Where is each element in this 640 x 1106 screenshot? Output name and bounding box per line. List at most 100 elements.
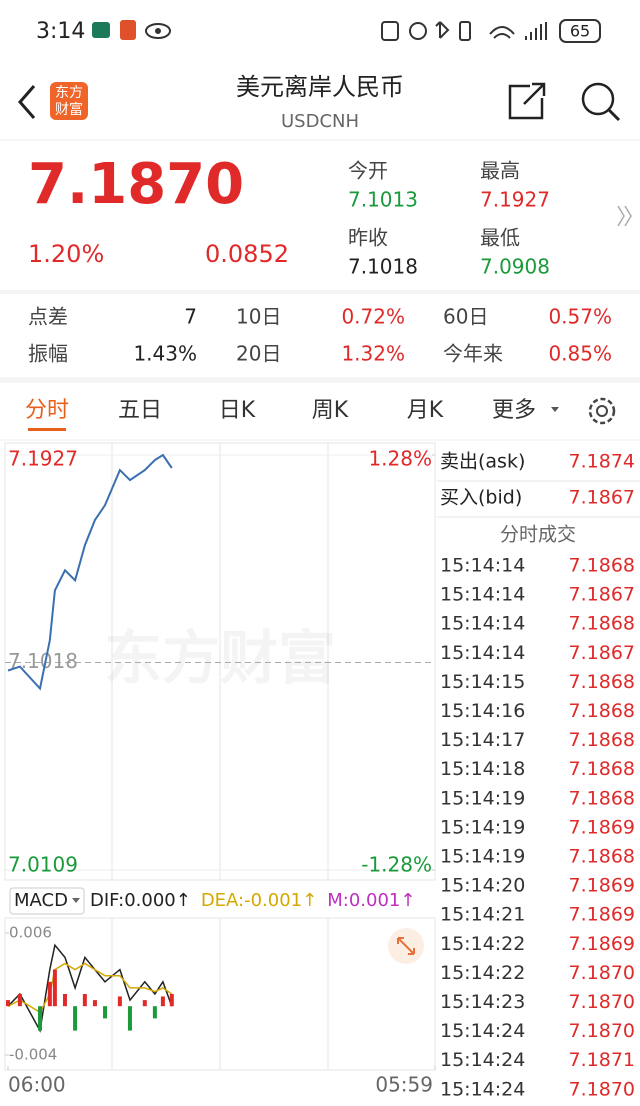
macd-line: [7, 962, 173, 1014]
tab[interactable]: 分时: [25, 398, 69, 423]
trade-price: 7.1868: [569, 787, 635, 809]
trade-time: 15:14:24: [440, 1049, 525, 1071]
trade-time: 15:14:14: [440, 584, 525, 606]
trade-price: 7.1869: [569, 875, 635, 897]
trade-price: 7.1870: [569, 991, 635, 1013]
tab-indicator: [28, 428, 66, 431]
field-value: 7.1927: [480, 188, 550, 212]
trade-price: 7.1868: [569, 613, 635, 635]
title: 美元离岸人民币: [236, 73, 404, 101]
trade-price: 7.1869: [569, 933, 635, 955]
share-button[interactable]: [508, 82, 546, 120]
trade-time: 15:14:15: [440, 671, 525, 693]
y-tick-label: 0.006: [9, 924, 52, 942]
trade-time: 15:14:24: [440, 1078, 525, 1100]
indicator-name[interactable]: MACD: [14, 890, 68, 911]
clock: 3:14: [36, 19, 85, 44]
trade-price: 7.1867: [569, 584, 635, 606]
trade-price: 7.1868: [569, 729, 635, 751]
field-value: 7.1013: [348, 188, 418, 212]
tab[interactable]: 月K: [407, 398, 444, 423]
trade-price: 7.1867: [569, 642, 635, 664]
macd-bar: [142, 1000, 147, 1007]
trade-time: 15:14:16: [440, 700, 525, 722]
legend-entry: DEA:-0.001↑: [201, 890, 317, 911]
eye-icon: [155, 28, 161, 34]
divider: [0, 290, 640, 294]
y2-tick-label: 1.28%: [368, 447, 432, 471]
change: 0.0852: [205, 240, 289, 268]
trade-time: 15:14:14: [440, 555, 525, 577]
tab[interactable]: 更多: [492, 398, 536, 423]
book-price: 7.1874: [569, 451, 635, 473]
stat-label: 60日: [443, 305, 488, 329]
trade-price: 7.1868: [569, 671, 635, 693]
stat-label: 点差: [28, 305, 68, 329]
trade-time: 15:14:24: [440, 1020, 525, 1042]
price-line: [7, 453, 173, 691]
divider: [0, 377, 640, 383]
macd-bar: [47, 981, 52, 1007]
stat-label: 今年来: [443, 342, 503, 366]
y-tick-label: 7.1927: [8, 447, 78, 471]
macd-bar: [103, 1006, 108, 1019]
battery: [559, 19, 601, 43]
y2-tick-label: -1.28%: [361, 853, 432, 877]
macd-line: [7, 943, 173, 1033]
stat-label: 10日: [236, 305, 281, 329]
trade-time: 15:14:14: [440, 613, 525, 635]
trade-time: 15:14:22: [440, 962, 525, 984]
trade-price: 7.1869: [569, 816, 635, 838]
trade-price: 7.1868: [569, 758, 635, 780]
stat-label: 振幅: [28, 342, 68, 366]
stat-value: 0.72%: [341, 305, 405, 329]
back-button[interactable]: [18, 85, 36, 119]
battery-level: 65: [570, 22, 590, 41]
trade-time: 15:14:20: [440, 875, 525, 897]
watermark: 东方财富: [104, 624, 336, 692]
trade-time: 15:14:23: [440, 991, 525, 1013]
trade-price: 7.1870: [569, 962, 635, 984]
field-value: 7.1018: [348, 255, 418, 279]
tab[interactable]: 五日: [118, 398, 162, 423]
field-label: 最高: [480, 159, 520, 183]
dropdown-arrow: [72, 898, 80, 903]
macd-bar: [38, 1006, 43, 1031]
zoom-button[interactable]: [388, 928, 424, 964]
macd-bar: [52, 969, 57, 1007]
trade-price: 7.1871: [569, 1049, 635, 1071]
trade-time: 15:14:19: [440, 787, 525, 809]
notif-icon: [92, 22, 110, 38]
macd-bar: [160, 996, 165, 1007]
macd-bar: [6, 1000, 10, 1007]
expand-button[interactable]: [617, 205, 632, 227]
trade-time: 15:14:17: [440, 729, 525, 751]
logo-text: 东方: [55, 85, 83, 101]
search-button[interactable]: [581, 82, 621, 122]
macd-bar: [169, 994, 174, 1007]
subtitle: USDCNH: [281, 111, 359, 132]
settings-button[interactable]: [588, 397, 616, 425]
tab[interactable]: 周K: [312, 398, 349, 423]
chart-frame: [4, 442, 640, 1071]
legend-entry: DIF:0.000↑: [90, 890, 191, 911]
field-value: 7.0908: [480, 255, 550, 279]
legend-entry: M:0.001↑: [327, 890, 415, 911]
field-label: 今开: [348, 159, 388, 183]
stat-value: 0.85%: [548, 342, 612, 366]
field-label: 昨收: [348, 226, 388, 250]
macd-bar: [62, 994, 67, 1007]
eye-icon: [145, 23, 171, 39]
macd-bar: [127, 1006, 132, 1031]
book-label: 卖出(ask): [440, 451, 525, 473]
trade-time: 15:14:18: [440, 758, 525, 780]
status-icons: [381, 21, 547, 41]
tab[interactable]: 日K: [219, 398, 256, 423]
book-label: 买入(bid): [440, 487, 522, 509]
y-tick-label: 7.0109: [8, 853, 78, 877]
x-tick-label: 05:59: [375, 1073, 433, 1097]
logo: [50, 82, 88, 120]
indicator-selector[interactable]: [9, 887, 85, 915]
